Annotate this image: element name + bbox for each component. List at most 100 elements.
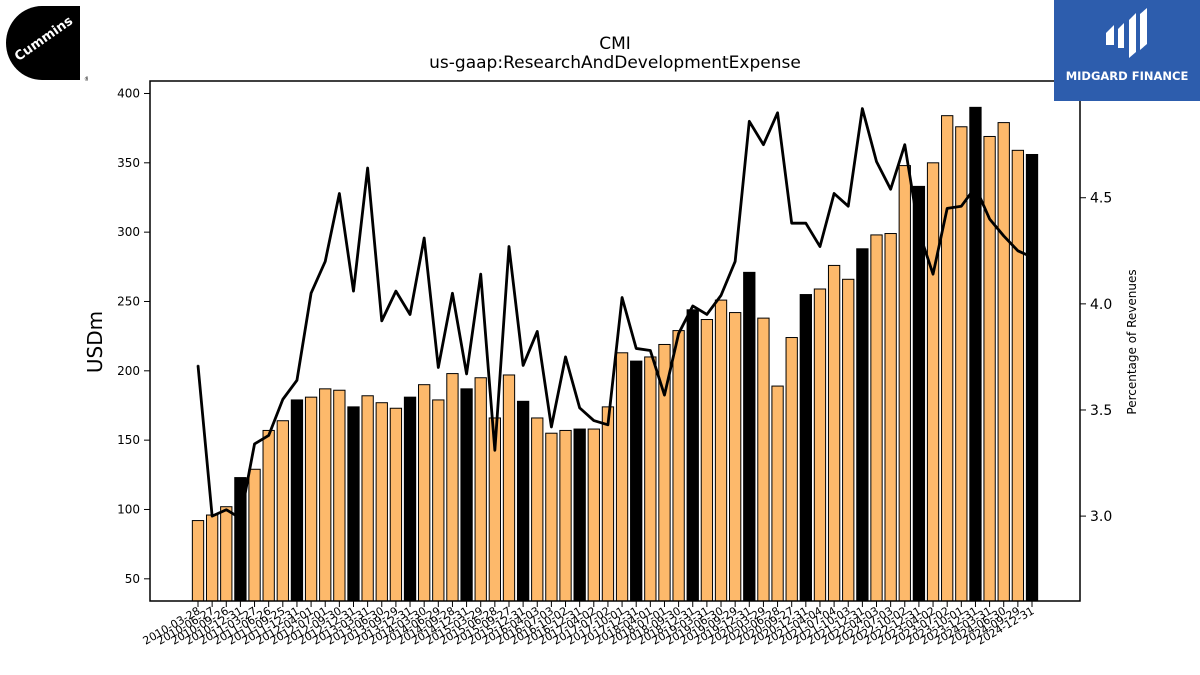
line-point — [918, 230, 920, 233]
line-point — [621, 296, 623, 299]
bar — [898, 165, 911, 602]
line-point — [1002, 235, 1005, 237]
bar — [870, 234, 883, 602]
svg-text:®: ® — [84, 76, 88, 82]
y-tick-label: 350 — [117, 156, 140, 170]
y-tick-label: 200 — [117, 364, 140, 378]
bar — [785, 337, 798, 602]
line-point — [1031, 256, 1033, 258]
bar — [799, 294, 812, 602]
line-point — [578, 407, 581, 409]
line-point — [593, 419, 595, 422]
line-point — [239, 517, 242, 520]
line-point — [437, 366, 440, 369]
bar — [304, 396, 318, 602]
line-point — [352, 290, 355, 292]
line-point — [677, 332, 680, 335]
line-point — [932, 273, 934, 275]
bar — [418, 384, 431, 602]
bar — [446, 373, 459, 602]
line-point — [536, 330, 539, 333]
line-point — [197, 364, 199, 367]
line-point — [1017, 250, 1019, 252]
y2-axis-label: Percentage of Revenues — [1125, 269, 1139, 414]
line-point — [889, 188, 892, 191]
bar — [516, 400, 530, 602]
bar — [205, 514, 219, 602]
bar — [813, 288, 827, 602]
bar — [248, 468, 261, 602]
bar — [262, 429, 275, 602]
line-point — [423, 237, 425, 239]
line-point — [960, 205, 963, 208]
bar — [573, 428, 586, 602]
bar — [191, 520, 205, 602]
y-tick-label: 50 — [125, 572, 140, 586]
chart-title: CMI — [599, 34, 631, 54]
bar-series — [191, 106, 1039, 602]
line-point — [734, 260, 736, 263]
y2-tick-label: 4.5 — [1090, 191, 1112, 207]
line-point — [494, 449, 496, 452]
line-point — [833, 192, 835, 195]
brand-mark-icon — [1106, 8, 1147, 58]
line-point — [691, 305, 694, 307]
line-point — [903, 143, 906, 146]
line-point — [762, 143, 765, 146]
line-series — [196, 107, 1033, 520]
bar — [403, 396, 417, 602]
y-tick-label: 300 — [117, 225, 140, 239]
chart-subtitle: us-gaap:ResearchAndDevelopmentExpense — [429, 53, 801, 73]
x-axis: 2010-03-282010-06-272010-09-262010-12-31… — [141, 601, 1037, 648]
bar — [375, 402, 388, 602]
bar — [856, 248, 869, 602]
left-axis: 50 100 150 200 250 300 350 400 — [117, 86, 150, 586]
bar — [290, 399, 304, 602]
line-point — [211, 515, 213, 517]
bar — [827, 264, 841, 602]
line-point — [776, 112, 779, 114]
y2-tick-label: 4.0 — [1090, 297, 1112, 313]
line-point — [607, 424, 609, 426]
bar — [912, 185, 926, 602]
line-point — [324, 260, 327, 263]
y-tick-label: 100 — [117, 502, 140, 516]
y-tick-label: 400 — [117, 86, 140, 100]
bar — [276, 420, 289, 602]
line-point — [380, 320, 383, 322]
bar — [531, 417, 544, 602]
line-point — [267, 434, 270, 437]
bar — [997, 122, 1010, 602]
line-point — [338, 192, 341, 195]
right-axis: 3.0 3.5 4.0 4.5 — [1080, 191, 1112, 525]
line-point — [310, 292, 312, 295]
bar — [333, 389, 346, 602]
y2-tick-label: 3.5 — [1090, 403, 1112, 419]
line-point — [875, 160, 878, 163]
line-point — [296, 379, 298, 382]
bar — [714, 299, 728, 602]
bar — [559, 429, 572, 602]
line-point — [790, 222, 793, 224]
bar — [686, 309, 699, 602]
line-point — [720, 294, 722, 297]
brand-watermark: MIDGARD FINANCE — [1054, 0, 1200, 101]
y-tick-label: 150 — [117, 433, 140, 447]
bar — [545, 432, 558, 602]
bar — [389, 407, 403, 602]
line-point — [649, 349, 652, 352]
line-point — [847, 205, 850, 208]
line-point — [395, 290, 397, 292]
bar — [615, 352, 629, 602]
bar — [630, 360, 643, 602]
line-point — [465, 373, 468, 375]
bar — [361, 395, 374, 602]
bar — [926, 162, 940, 602]
bar — [983, 135, 996, 602]
plot-frame — [149, 80, 1081, 602]
bar — [842, 278, 855, 602]
bar — [700, 319, 714, 602]
brand-name: MIDGARD FINANCE — [1065, 69, 1189, 83]
bar — [941, 115, 954, 602]
